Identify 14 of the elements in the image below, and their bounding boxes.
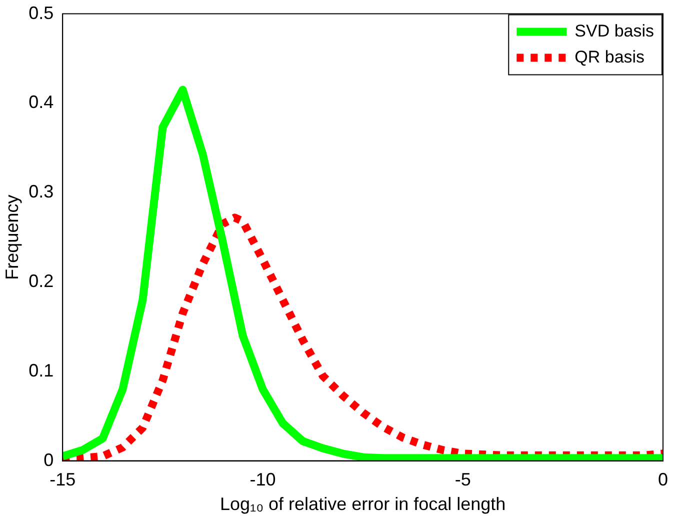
- x-axis-title: Log₁₀ of relative error in focal length: [220, 494, 506, 514]
- y-tick-label: 0: [44, 450, 54, 470]
- y-tick-label: 0.1: [28, 360, 54, 380]
- y-tick-label: 0.4: [28, 92, 54, 112]
- x-tick-label: 0: [658, 470, 668, 490]
- legend-label: SVD basis: [574, 21, 654, 40]
- x-tick-label: -5: [454, 470, 471, 490]
- x-tick-label: -15: [50, 470, 76, 490]
- y-axis-title: Frequency: [2, 194, 22, 280]
- y-tick-label: 0.3: [28, 182, 54, 202]
- y-tick-label: 0.5: [28, 2, 54, 23]
- y-tick-label: 0.2: [28, 270, 54, 291]
- x-tick-label: -10: [250, 470, 276, 490]
- legend-label: QR basis: [574, 47, 645, 66]
